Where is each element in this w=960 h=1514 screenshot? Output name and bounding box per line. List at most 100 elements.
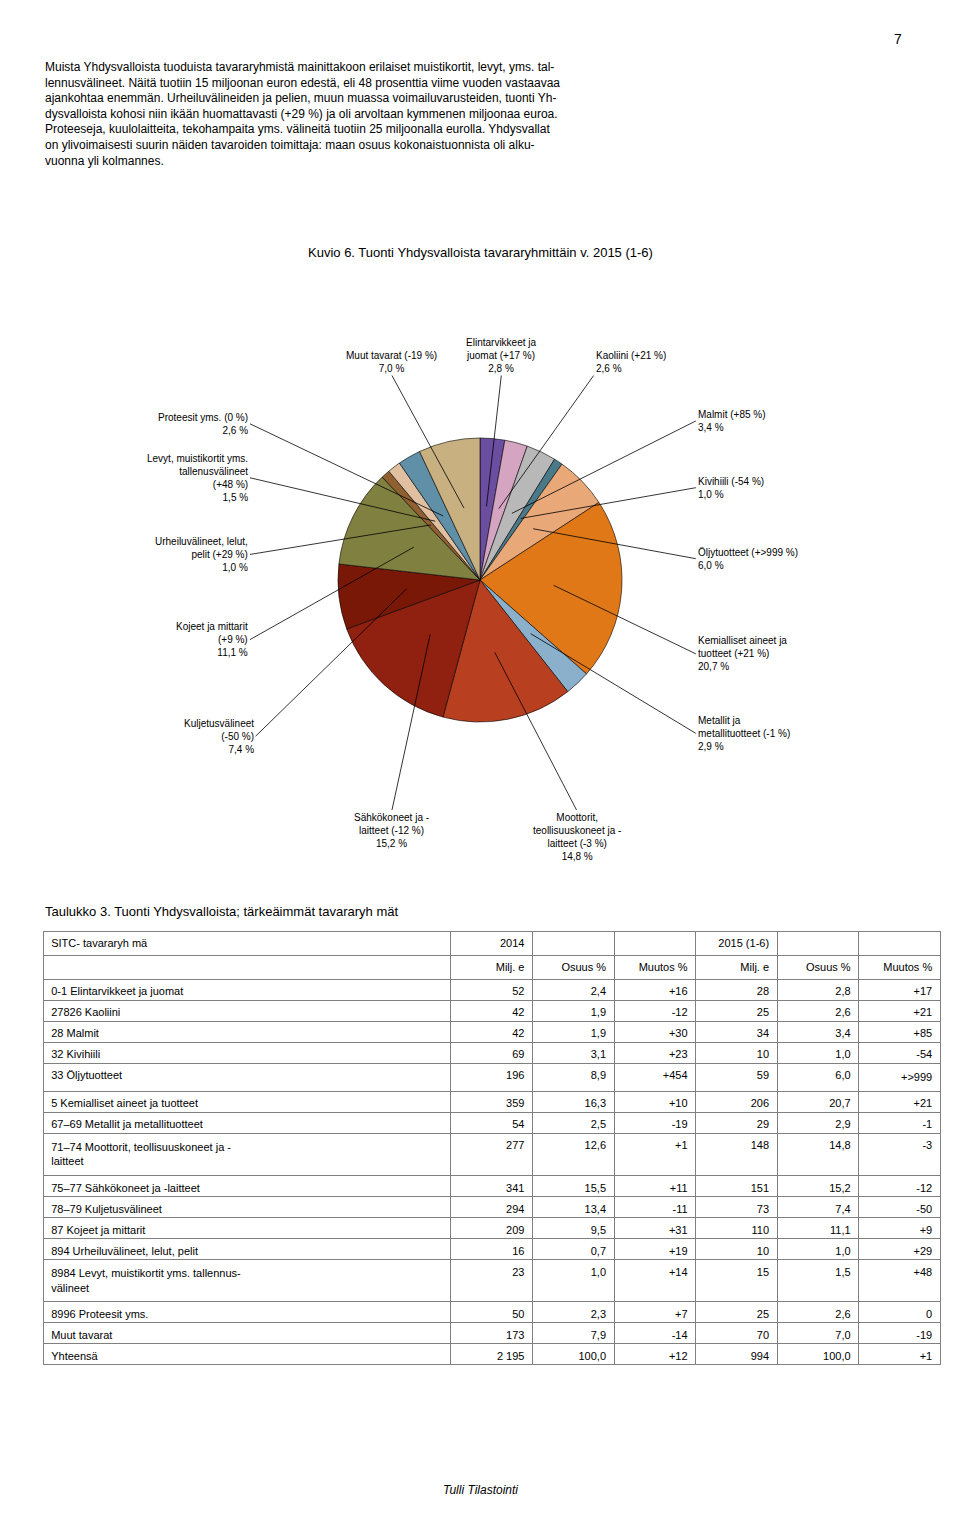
svg-text:Muista Yhdysvalloista tuoduist: Muista Yhdysvalloista tuoduista tavarary… xyxy=(45,60,560,168)
svg-text:Milj. e: Milj. e xyxy=(740,961,769,973)
svg-text:8996 Proteesit yms.: 8996 Proteesit yms. xyxy=(51,1308,148,1320)
svg-text:1,0: 1,0 xyxy=(591,1266,606,1278)
svg-text:+11: +11 xyxy=(670,1182,688,1194)
svg-text:20,7: 20,7 xyxy=(829,1097,850,1109)
svg-text:+1: +1 xyxy=(920,1350,933,1362)
svg-text:50: 50 xyxy=(512,1308,524,1320)
svg-text:Öljytuotteet (+>999 %)6,0 %: Öljytuotteet (+>999 %)6,0 % xyxy=(698,547,798,571)
svg-text:209: 209 xyxy=(506,1224,524,1236)
svg-text:42: 42 xyxy=(512,1027,524,1039)
svg-text:10: 10 xyxy=(757,1245,769,1257)
svg-text:69: 69 xyxy=(512,1048,524,1060)
svg-text:294: 294 xyxy=(506,1203,524,1215)
svg-text:196: 196 xyxy=(506,1069,524,1081)
svg-text:42: 42 xyxy=(512,1006,524,1018)
svg-text:25: 25 xyxy=(757,1308,769,1320)
svg-text:10: 10 xyxy=(757,1048,769,1060)
svg-text:-12: -12 xyxy=(672,1006,688,1018)
svg-text:7: 7 xyxy=(894,31,902,47)
svg-text:54: 54 xyxy=(512,1118,524,1130)
svg-text:70: 70 xyxy=(757,1329,769,1341)
svg-text:8,9: 8,9 xyxy=(591,1069,606,1081)
svg-text:6,0: 6,0 xyxy=(835,1069,850,1081)
svg-text:3,1: 3,1 xyxy=(591,1048,606,1060)
svg-text:359: 359 xyxy=(506,1097,524,1109)
svg-text:3,4: 3,4 xyxy=(835,1027,850,1039)
svg-text:2,4: 2,4 xyxy=(591,985,606,997)
svg-text:-19: -19 xyxy=(916,1329,932,1341)
svg-text:Muut tavarat (-19 %)7,0 %: Muut tavarat (-19 %)7,0 % xyxy=(346,350,437,374)
svg-text:33 Öljytuotteet: 33 Öljytuotteet xyxy=(51,1069,122,1081)
svg-text:Kojeet ja mittarit(+9 %)11,1 %: Kojeet ja mittarit(+9 %)11,1 % xyxy=(176,621,248,658)
svg-text:Proteesit yms. (0 %)2,6 %: Proteesit yms. (0 %)2,6 % xyxy=(158,412,248,436)
svg-text:Osuus %: Osuus % xyxy=(806,961,851,973)
svg-text:+12: +12 xyxy=(669,1350,688,1362)
svg-text:+85: +85 xyxy=(914,1027,933,1039)
svg-text:73: 73 xyxy=(757,1203,769,1215)
svg-text:14,8: 14,8 xyxy=(829,1139,850,1151)
svg-text:Kemialliset aineet jatuotteet: Kemialliset aineet jatuotteet (+21 %)20,… xyxy=(698,635,787,672)
svg-text:13,4: 13,4 xyxy=(585,1203,606,1215)
svg-text:173: 173 xyxy=(506,1329,524,1341)
svg-text:5 Kemialliset aineet ja tuotte: 5 Kemialliset aineet ja tuotteet xyxy=(51,1097,198,1109)
svg-text:32 Kivihiili: 32 Kivihiili xyxy=(51,1048,100,1060)
svg-text:206: 206 xyxy=(751,1097,769,1109)
svg-text:71–74 Moottorit, teollisuuskon: 71–74 Moottorit, teollisuuskoneet ja -la… xyxy=(51,1141,231,1167)
svg-text:1,9: 1,9 xyxy=(591,1006,606,1018)
svg-text:100,0: 100,0 xyxy=(578,1350,606,1362)
svg-text:277: 277 xyxy=(506,1139,524,1151)
svg-text:Kuljetusvälineet(-50 %)7,4 %: Kuljetusvälineet(-50 %)7,4 % xyxy=(184,718,254,755)
svg-text:25: 25 xyxy=(757,1006,769,1018)
svg-text:+30: +30 xyxy=(669,1027,688,1039)
svg-text:28 Malmit: 28 Malmit xyxy=(51,1027,99,1039)
svg-text:Muutos %: Muutos % xyxy=(883,961,932,973)
svg-text:16,3: 16,3 xyxy=(585,1097,606,1109)
svg-text:Malmit (+85 %)3,4 %: Malmit (+85 %)3,4 % xyxy=(698,409,766,433)
svg-text:SITC- tavararyh mä: SITC- tavararyh mä xyxy=(51,937,148,949)
svg-text:Taulukko 3. Tuonti Yhdysvalloi: Taulukko 3. Tuonti Yhdysvalloista; tärke… xyxy=(45,904,398,919)
svg-text:148: 148 xyxy=(751,1139,769,1151)
svg-text:+16: +16 xyxy=(669,985,688,997)
svg-text:+10: +10 xyxy=(669,1097,688,1109)
svg-text:994: 994 xyxy=(751,1350,769,1362)
svg-text:+17: +17 xyxy=(914,985,933,997)
svg-text:Sähkökoneet ja -laitteet (-12: Sähkökoneet ja -laitteet (-12 %)15,2 % xyxy=(354,812,429,849)
svg-text:-3: -3 xyxy=(922,1139,932,1151)
svg-text:1,9: 1,9 xyxy=(591,1027,606,1039)
svg-text:34: 34 xyxy=(757,1027,769,1039)
svg-text:87 Kojeet ja mittarit: 87 Kojeet ja mittarit xyxy=(51,1224,145,1236)
svg-text:1,5: 1,5 xyxy=(835,1266,850,1278)
svg-text:15: 15 xyxy=(757,1266,769,1278)
svg-text:-14: -14 xyxy=(672,1329,688,1341)
svg-text:Tulli Tilastointi: Tulli Tilastointi xyxy=(443,1483,518,1497)
svg-text:+1: +1 xyxy=(675,1139,688,1151)
svg-text:Levyt, muistikortit yms.tallen: Levyt, muistikortit yms.tallenusvälineet… xyxy=(147,453,248,503)
svg-text:2,8: 2,8 xyxy=(835,985,850,997)
svg-text:27826 Kaoliini: 27826 Kaoliini xyxy=(51,1006,120,1018)
svg-text:11,1: 11,1 xyxy=(830,1224,851,1236)
svg-text:110: 110 xyxy=(752,1224,770,1236)
svg-text:Kaoliini (+21 %)2,6 %: Kaoliini (+21 %)2,6 % xyxy=(596,350,666,374)
svg-text:2,6: 2,6 xyxy=(835,1308,850,1320)
svg-text:+21: +21 xyxy=(914,1006,933,1018)
svg-text:0-1 Elintarvikkeet ja juomat: 0-1 Elintarvikkeet ja juomat xyxy=(51,985,183,997)
svg-text:Milj. e: Milj. e xyxy=(496,961,525,973)
svg-text:+14: +14 xyxy=(669,1266,688,1278)
svg-text:23: 23 xyxy=(512,1266,524,1278)
svg-text:+23: +23 xyxy=(669,1048,688,1060)
svg-text:1,0: 1,0 xyxy=(835,1245,850,1257)
svg-text:Kivihiili (-54 %)1,0 %: Kivihiili (-54 %)1,0 % xyxy=(698,476,764,500)
svg-text:2,9: 2,9 xyxy=(835,1118,850,1130)
svg-text:67–69 Metallit ja metallituott: 67–69 Metallit ja metallituotteet xyxy=(51,1118,203,1130)
svg-text:8984 Levyt, muistikortit yms.: 8984 Levyt, muistikortit yms. tallennus-… xyxy=(51,1267,241,1293)
svg-text:+>999: +>999 xyxy=(901,1071,932,1083)
svg-text:-11: -11 xyxy=(672,1203,687,1215)
svg-text:+7: +7 xyxy=(675,1308,688,1320)
svg-text:-1: -1 xyxy=(922,1118,932,1130)
svg-text:0,7: 0,7 xyxy=(591,1245,606,1257)
svg-text:2,6: 2,6 xyxy=(835,1006,850,1018)
svg-text:Muut tavarat: Muut tavarat xyxy=(51,1329,112,1341)
svg-text:Moottorit,teollisuuskoneet ja: Moottorit,teollisuuskoneet ja -laitteet … xyxy=(533,812,621,862)
svg-text:2,5: 2,5 xyxy=(591,1118,606,1130)
svg-text:+48: +48 xyxy=(914,1266,933,1278)
